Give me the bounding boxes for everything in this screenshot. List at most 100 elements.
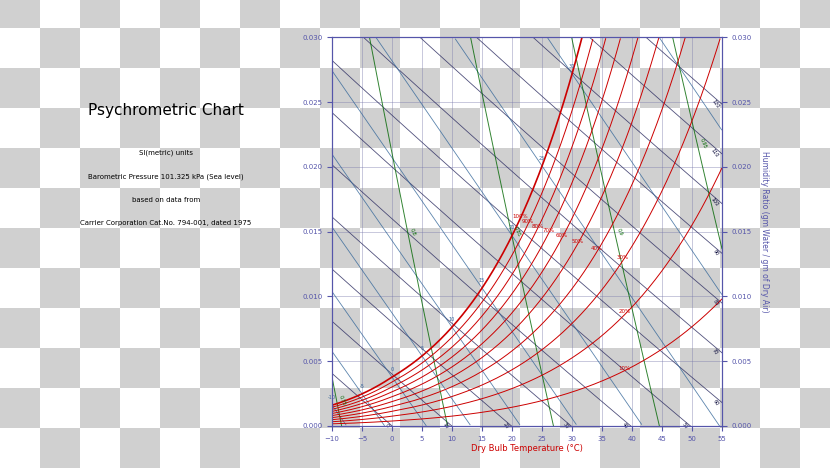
Bar — [240, 188, 280, 228]
Bar — [560, 228, 600, 268]
Bar — [320, 108, 360, 148]
Bar — [160, 68, 200, 108]
Bar — [600, 188, 640, 228]
Bar — [240, 108, 280, 148]
Bar — [720, 388, 760, 428]
Text: 70: 70 — [711, 348, 719, 356]
Bar — [80, 348, 120, 388]
Bar — [80, 188, 120, 228]
Bar — [240, 348, 280, 388]
Bar — [800, 268, 830, 308]
Bar — [400, 188, 440, 228]
Bar — [360, 308, 400, 348]
Bar — [480, 28, 520, 68]
Text: 40%: 40% — [591, 246, 603, 251]
Text: 0.75: 0.75 — [338, 395, 347, 407]
Bar — [600, 428, 640, 468]
Bar — [240, 68, 280, 108]
Bar — [360, 108, 400, 148]
X-axis label: Dry Bulb Temperature (°C): Dry Bulb Temperature (°C) — [471, 445, 583, 453]
Bar — [240, 428, 280, 468]
Bar — [200, 228, 240, 268]
Bar — [760, 0, 800, 28]
Bar — [120, 108, 160, 148]
Bar — [720, 348, 760, 388]
Text: 20: 20 — [509, 226, 515, 230]
Bar — [320, 188, 360, 228]
Bar — [440, 348, 480, 388]
Text: 20%: 20% — [618, 309, 631, 314]
Bar — [320, 268, 360, 308]
Bar — [0, 308, 40, 348]
Bar — [0, 268, 40, 308]
Bar — [320, 28, 360, 68]
Bar — [160, 348, 200, 388]
Bar — [200, 28, 240, 68]
Bar — [800, 108, 830, 148]
Text: 10%: 10% — [618, 366, 631, 371]
Bar — [640, 228, 680, 268]
Text: 30: 30 — [561, 422, 569, 430]
Bar — [280, 348, 320, 388]
Bar — [40, 0, 80, 28]
Bar — [120, 188, 160, 228]
Bar — [160, 108, 200, 148]
Bar — [240, 388, 280, 428]
Bar — [40, 268, 80, 308]
Bar — [680, 28, 720, 68]
Bar — [160, 188, 200, 228]
Bar — [200, 308, 240, 348]
Text: 60: 60 — [712, 398, 720, 406]
Bar — [520, 0, 560, 28]
Bar — [640, 428, 680, 468]
Bar — [280, 188, 320, 228]
Bar — [800, 148, 830, 188]
Bar — [680, 388, 720, 428]
Bar — [280, 228, 320, 268]
Bar — [160, 308, 200, 348]
Bar — [320, 68, 360, 108]
Bar — [120, 388, 160, 428]
Bar — [40, 28, 80, 68]
Bar — [480, 228, 520, 268]
Bar — [200, 268, 240, 308]
Bar — [440, 28, 480, 68]
Text: 0: 0 — [384, 423, 390, 428]
Bar — [760, 148, 800, 188]
Bar — [760, 428, 800, 468]
Bar — [160, 0, 200, 28]
Text: Barometric Pressure 101.325 kPa (Sea level): Barometric Pressure 101.325 kPa (Sea lev… — [88, 173, 244, 180]
Bar — [120, 428, 160, 468]
Text: 20: 20 — [501, 422, 510, 430]
Bar — [600, 148, 640, 188]
Bar — [0, 428, 40, 468]
Bar — [480, 268, 520, 308]
Text: 10: 10 — [449, 317, 455, 322]
Text: 0.9: 0.9 — [616, 227, 623, 236]
Bar — [200, 388, 240, 428]
Bar — [0, 108, 40, 148]
Bar — [520, 348, 560, 388]
Bar — [360, 0, 400, 28]
Bar — [640, 0, 680, 28]
Bar — [800, 428, 830, 468]
Bar — [160, 228, 200, 268]
Bar — [360, 228, 400, 268]
Bar — [680, 0, 720, 28]
Text: 100: 100 — [710, 197, 719, 208]
Bar — [720, 108, 760, 148]
Bar — [120, 348, 160, 388]
Bar — [360, 28, 400, 68]
Bar — [480, 148, 520, 188]
Bar — [80, 228, 120, 268]
Bar — [760, 108, 800, 148]
Bar — [600, 268, 640, 308]
Bar — [160, 148, 200, 188]
Bar — [560, 428, 600, 468]
Bar — [440, 148, 480, 188]
Bar — [560, 308, 600, 348]
Bar — [280, 0, 320, 28]
Bar — [160, 28, 200, 68]
Bar — [360, 388, 400, 428]
Text: 0.85: 0.85 — [512, 226, 521, 238]
